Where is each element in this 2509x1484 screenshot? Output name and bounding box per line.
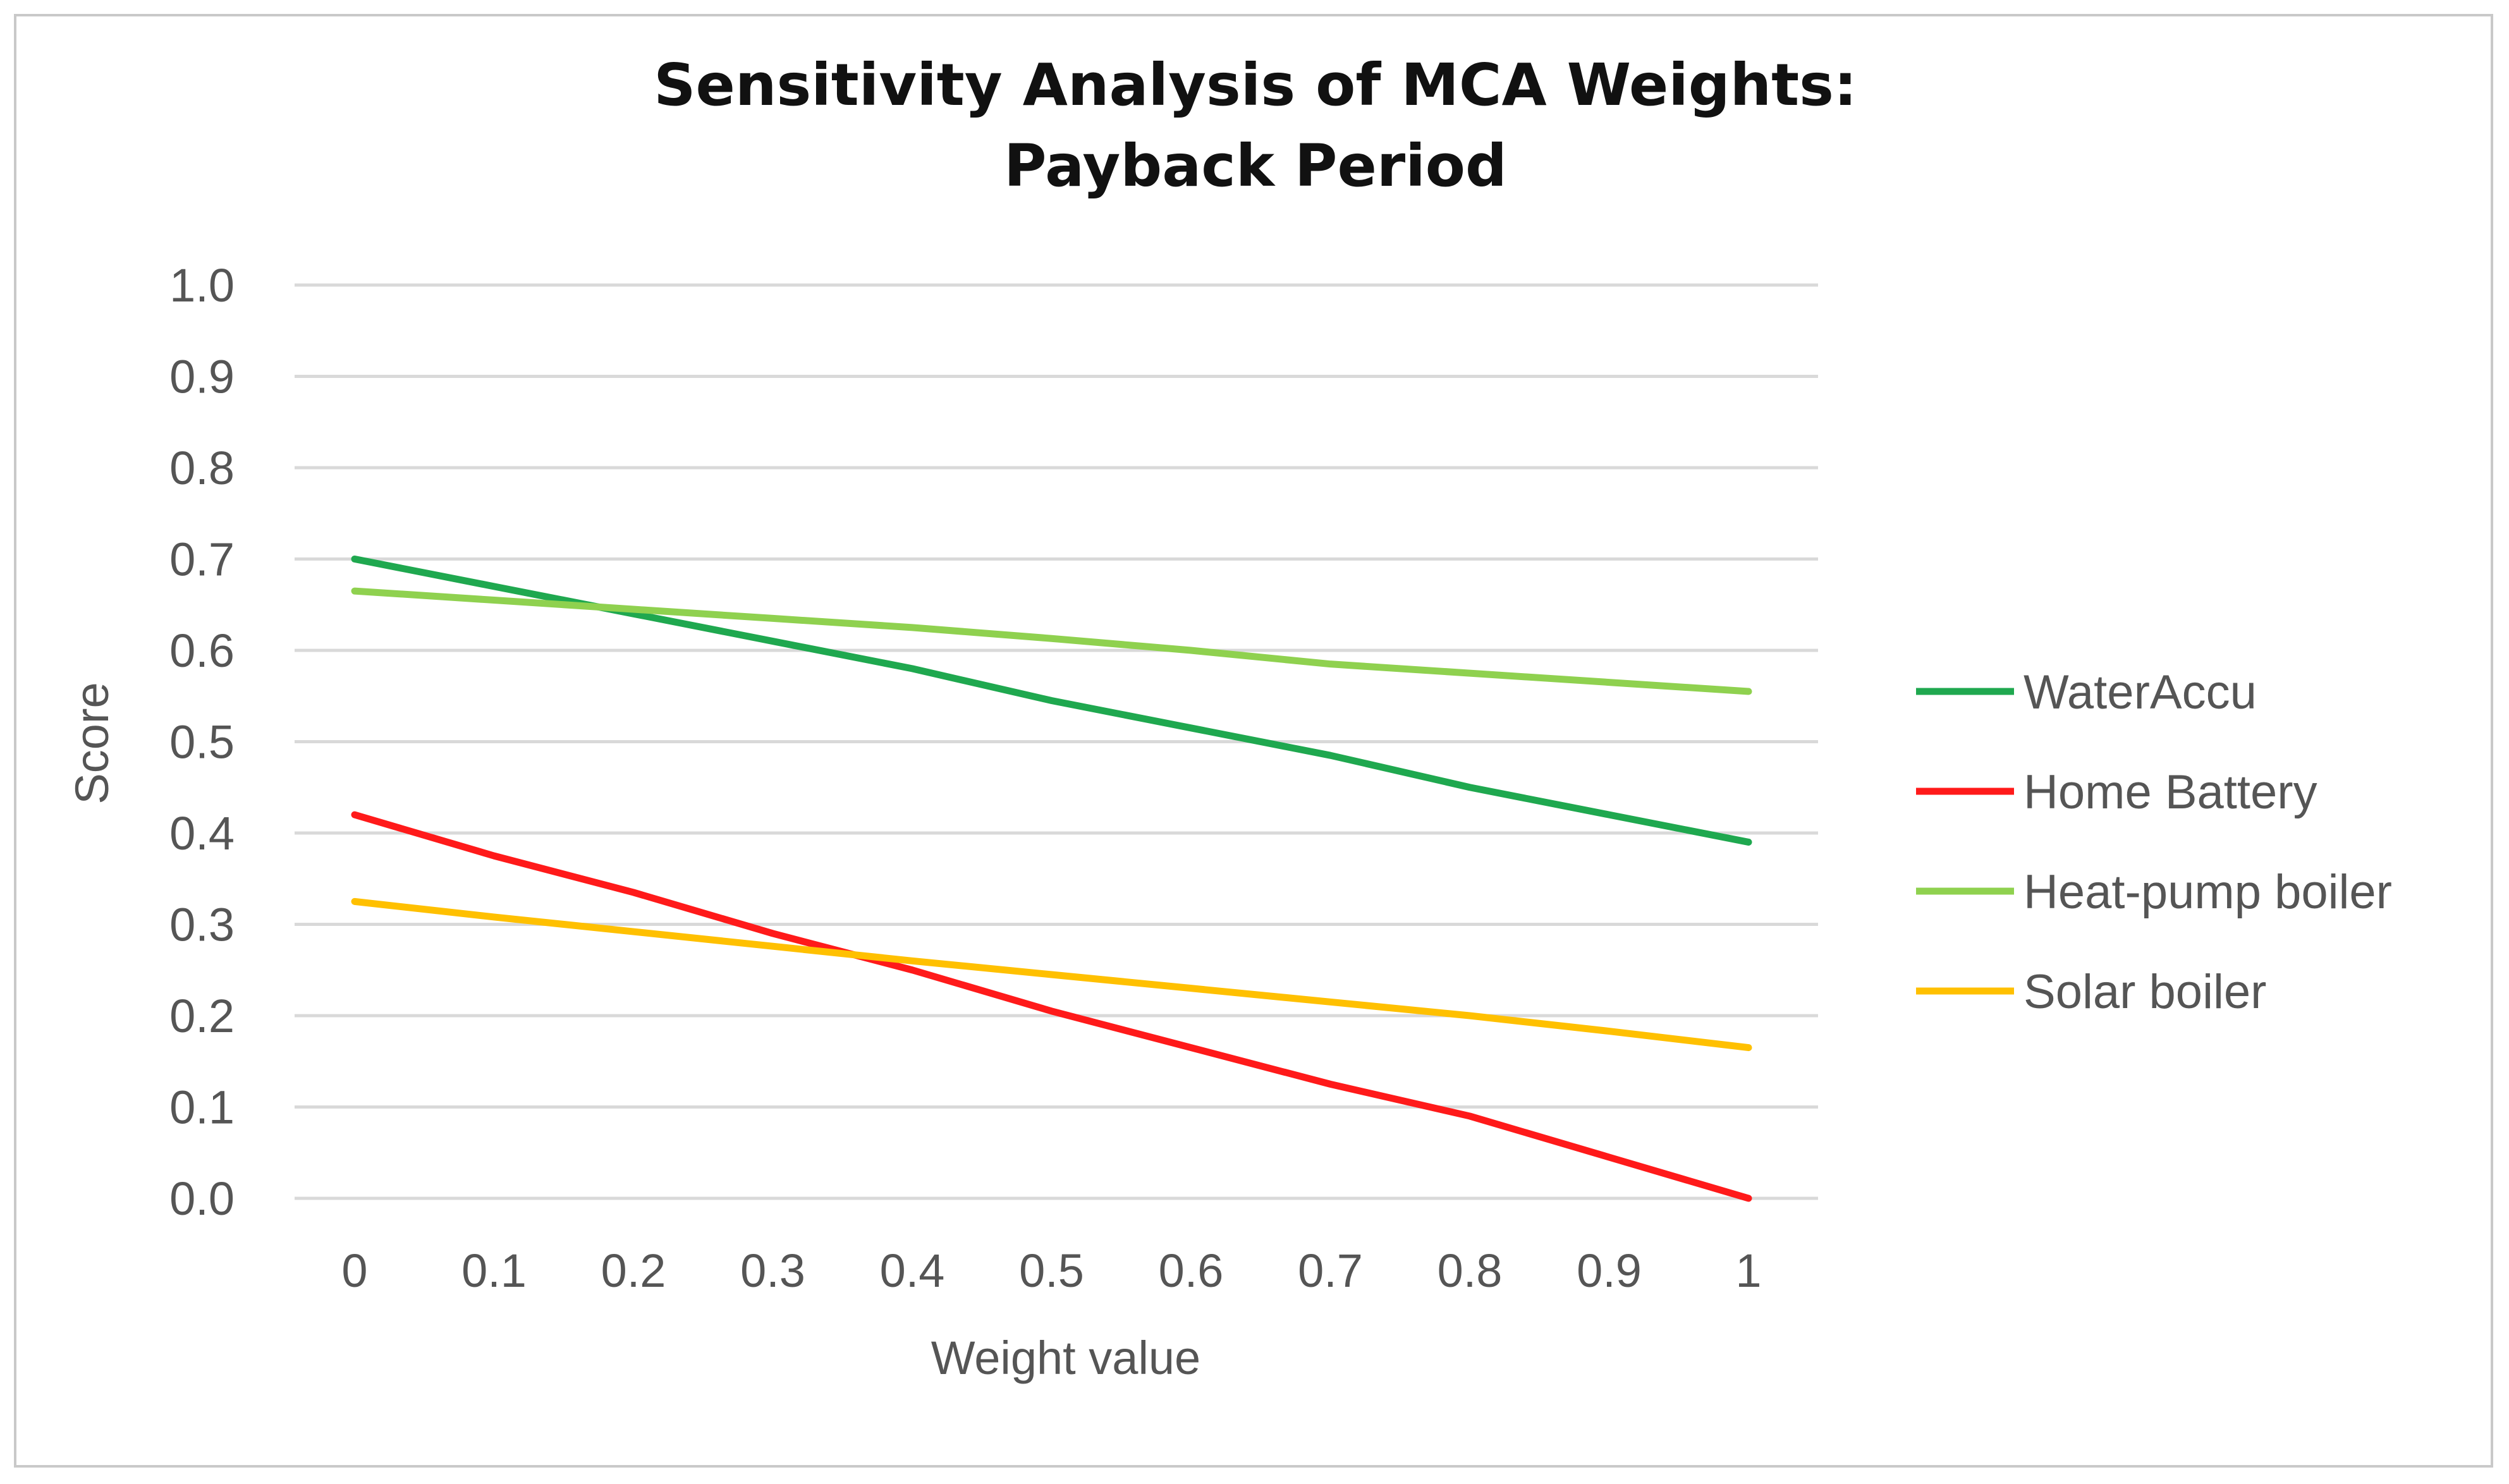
legend-label: Home Battery xyxy=(2024,765,2317,819)
y-tick-label: 0.6 xyxy=(169,624,235,677)
series-line-solar-boiler xyxy=(351,897,1752,1052)
y-tick-label: 0.9 xyxy=(169,351,235,403)
x-tick-label: 0.6 xyxy=(1159,1244,1224,1297)
x-tick-label: 0.9 xyxy=(1577,1244,1642,1297)
series-line-home-battery xyxy=(351,811,1752,1202)
chart-svg: Sensitivity Analysis of MCA Weights: Payb… xyxy=(66,51,2392,1384)
x-axis-label: Weight value xyxy=(931,1332,1200,1384)
x-tick-label: 0.7 xyxy=(1298,1244,1363,1297)
series-line-heat-pump-boiler xyxy=(351,587,1752,695)
y-axis-ticks: 0.0 0.1 0.2 0.3 0.4 0.5 0.6 0.7 0.8 0.9 1.0 xyxy=(169,259,235,1225)
x-tick-label: 0.3 xyxy=(740,1244,805,1297)
y-tick-label: 0.8 xyxy=(169,442,235,494)
y-tick-label: 0.7 xyxy=(169,533,235,586)
x-tick-label: 0.8 xyxy=(1438,1244,1503,1297)
x-axis-ticks: 0 0.1 0.2 0.3 0.4 0.5 0.6 0.7 0.8 0.9 1 xyxy=(341,1244,1761,1297)
x-tick-label: 0.1 xyxy=(461,1244,527,1297)
y-tick-label: 0.4 xyxy=(169,807,235,860)
y-tick-label: 1.0 xyxy=(169,259,235,312)
legend-label: WaterAccu xyxy=(2024,666,2257,719)
gridlines xyxy=(295,283,1818,1200)
chart-title-line-2: Payback Period xyxy=(1004,132,1507,200)
chart-title: Sensitivity Analysis of MCA Weights: Payb… xyxy=(654,51,1857,200)
legend-label: Heat-pump boiler xyxy=(2024,865,2392,919)
x-tick-label: 0.4 xyxy=(880,1244,945,1297)
x-tick-label: 1 xyxy=(1735,1244,1761,1297)
y-axis-label: Score xyxy=(66,682,118,804)
chart-frame: Sensitivity Analysis of MCA Weights: Payb… xyxy=(14,14,2493,1468)
x-tick-label: 0 xyxy=(341,1244,367,1297)
legend: WaterAccu Home Battery Heat-pump boiler Sol… xyxy=(1916,666,2392,1019)
y-tick-label: 0.2 xyxy=(169,990,235,1042)
series-lines xyxy=(351,556,1752,1202)
x-tick-label: 0.5 xyxy=(1019,1244,1084,1297)
y-tick-label: 0.0 xyxy=(169,1172,235,1225)
chart-title-line-1: Sensitivity Analysis of MCA Weights: xyxy=(654,51,1857,119)
y-tick-label: 0.3 xyxy=(169,899,235,951)
y-tick-label: 0.1 xyxy=(169,1081,235,1134)
legend-label: Solar boiler xyxy=(2024,965,2266,1019)
y-tick-label: 0.5 xyxy=(169,716,235,769)
x-tick-label: 0.2 xyxy=(601,1244,666,1297)
